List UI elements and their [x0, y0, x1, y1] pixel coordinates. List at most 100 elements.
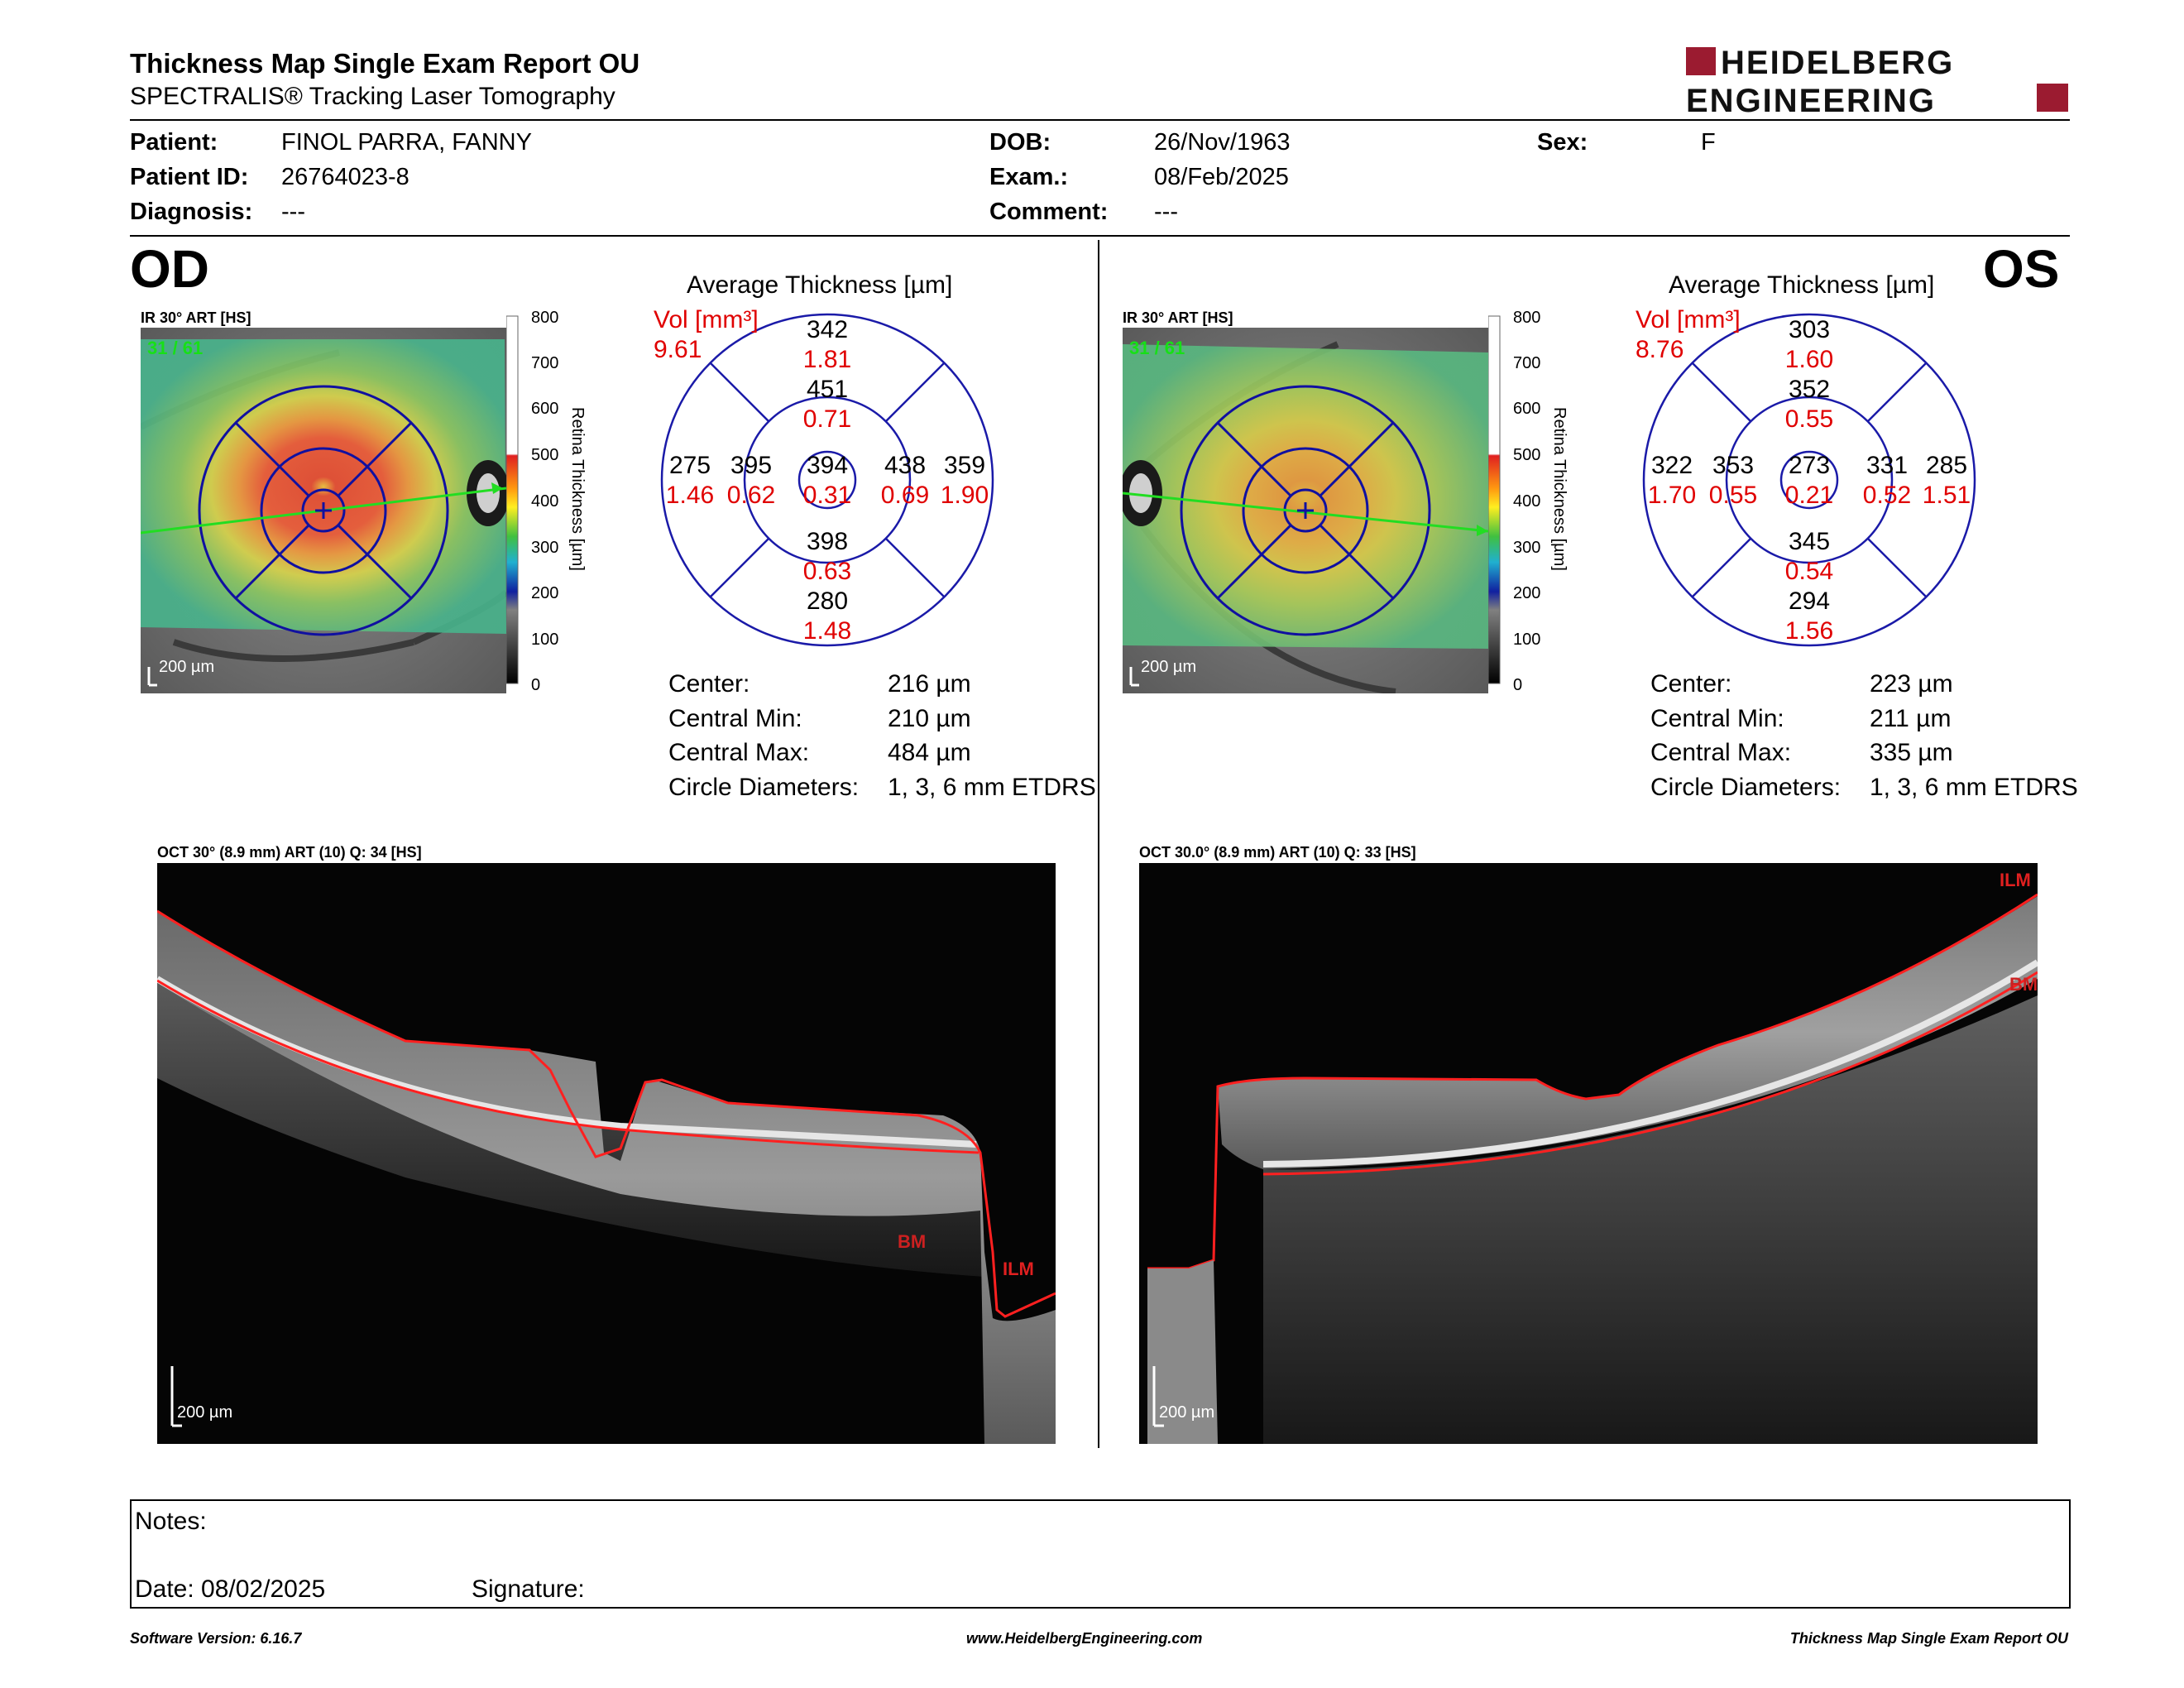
od-cbar-tick-800: 800 — [531, 309, 558, 327]
os-cbar-tick-100: 100 — [1513, 631, 1540, 649]
od-ilm-label: ILM — [1003, 1259, 1034, 1279]
os-eye-label: OS — [1983, 239, 2060, 299]
patient-name: FINOL PARRA, FANNY — [281, 129, 532, 156]
od-max-value: 484 µm — [888, 739, 971, 766]
header-rule — [130, 119, 2070, 121]
os-outer-right-vol: 1.51 — [1923, 482, 1971, 509]
os-diam-label: Circle Diameters: — [1650, 774, 1842, 801]
os-cbar-tick-0: 0 — [1513, 676, 1522, 694]
od-inner-left-thickness: 395 — [730, 452, 772, 479]
signature-label: Signature: — [472, 1575, 585, 1603]
notes-box — [130, 1499, 2071, 1609]
os-vol-label: Vol [mm³] — [1636, 306, 1741, 333]
os-etdrs-grid: 303 1.60 352 0.55 273 0.21 353 0.55 322 … — [1642, 313, 1976, 647]
od-max-label: Central Max: — [668, 739, 810, 766]
od-thickness-colorbar: 800 700 600 500 400 300 200 100 0 Retina… — [506, 309, 587, 694]
od-outer-right-vol: 1.90 — [941, 482, 989, 509]
sex-label: Sex: — [1537, 129, 1588, 156]
od-inner-right-vol: 0.69 — [881, 482, 929, 509]
od-outer-inf-vol: 1.48 — [803, 617, 851, 645]
info-rule — [130, 235, 2070, 237]
os-min-label: Central Min: — [1650, 705, 1784, 732]
os-outer-inf-vol: 1.56 — [1785, 617, 1833, 645]
od-cbar-tick-200: 200 — [531, 584, 558, 602]
od-inner-inf-thickness: 398 — [807, 528, 848, 555]
os-center-thickness: 273 — [1789, 452, 1830, 479]
os-ir-scale: 200 µm — [1141, 658, 1196, 676]
od-cbar-tick-100: 100 — [531, 631, 558, 649]
od-bm-label: BM — [898, 1231, 926, 1252]
os-cbar-tick-800: 800 — [1513, 309, 1540, 327]
footer-software-version: Software Version: 6.16.7 — [130, 1630, 302, 1647]
center-divider — [1098, 240, 1099, 1448]
od-outer-left-vol: 1.46 — [666, 482, 714, 509]
exam-label: Exam.: — [989, 164, 1069, 190]
os-cbar-tick-400: 400 — [1513, 492, 1540, 511]
diagnosis-value: --- — [281, 199, 305, 225]
os-diam-value: 1, 3, 6 mm ETDRS — [1870, 774, 2078, 801]
od-outer-sup-thickness: 342 — [807, 316, 848, 343]
od-ir-count: 31 / 61 — [147, 338, 203, 358]
logo-text-2: ENGINEERING — [1686, 83, 1936, 116]
od-ir-scale: 200 µm — [159, 658, 214, 676]
od-cbar-tick-300: 300 — [531, 539, 558, 557]
os-inner-left-vol: 0.55 — [1709, 482, 1757, 509]
od-inner-inf-vol: 0.63 — [803, 558, 851, 585]
od-cbar-tick-700: 700 — [531, 354, 558, 372]
od-oct-bscan: BM ILM 200 µm — [157, 863, 1056, 1444]
os-oct-bscan: ILM BM 200 µm — [1139, 863, 2038, 1444]
sex-value: F — [1701, 129, 1716, 156]
od-eye-label: OD — [130, 239, 209, 299]
date-label: Date: 08/02/2025 — [135, 1575, 326, 1603]
os-inner-right-vol: 0.52 — [1863, 482, 1911, 509]
od-etdrs-grid: 342 1.81 451 0.71 394 0.31 395 0.62 275 … — [660, 313, 994, 647]
os-inner-sup-vol: 0.55 — [1785, 405, 1833, 433]
od-inner-right-thickness: 438 — [884, 452, 926, 479]
os-cbar-tick-200: 200 — [1513, 584, 1540, 602]
od-center-thickness: 394 — [807, 452, 848, 479]
od-outer-right-thickness: 359 — [944, 452, 985, 479]
os-bm-label: BM — [2009, 974, 2038, 995]
os-fundus-map: 31 / 61 200 µm — [1123, 328, 1488, 693]
os-outer-sup-thickness: 303 — [1789, 316, 1830, 343]
patient-label: Patient: — [130, 129, 218, 156]
od-vol-value: 9.61 — [654, 336, 702, 363]
os-inner-left-thickness: 353 — [1712, 452, 1754, 479]
os-center-label: Center: — [1650, 670, 1732, 698]
od-fundus-map: 31 / 61 200 µm — [141, 328, 506, 693]
os-outer-sup-vol: 1.60 — [1785, 346, 1833, 373]
os-inner-inf-thickness: 345 — [1789, 528, 1830, 555]
os-outer-inf-thickness: 294 — [1789, 587, 1830, 615]
footer-report-name: Thickness Map Single Exam Report OU — [1789, 1630, 2068, 1647]
od-diam-label: Circle Diameters: — [668, 774, 860, 801]
comment-value: --- — [1154, 199, 1178, 225]
od-center-value: 216 µm — [888, 670, 971, 698]
od-outer-sup-vol: 1.81 — [803, 346, 851, 373]
od-inner-sup-vol: 0.71 — [803, 405, 851, 433]
od-outer-left-thickness: 275 — [669, 452, 711, 479]
os-inner-sup-thickness: 352 — [1789, 376, 1830, 403]
od-center-label: Center: — [668, 670, 750, 698]
os-inner-right-thickness: 331 — [1866, 452, 1908, 479]
od-oct-scale: 200 µm — [177, 1403, 232, 1422]
od-min-value: 210 µm — [888, 705, 971, 732]
footer-website[interactable]: www.HeidelbergEngineering.com — [966, 1630, 1203, 1647]
os-ilm-label: ILM — [2000, 870, 2031, 890]
od-cbar-tick-500: 500 — [531, 446, 558, 464]
os-ir-count: 31 / 61 — [1129, 338, 1185, 358]
os-oct-label: OCT 30.0° (8.9 mm) ART (10) Q: 33 [HS] — [1139, 844, 1416, 861]
os-thickness-colorbar: 800 700 600 500 400 300 200 100 0 Retina… — [1488, 309, 1569, 694]
os-outer-left-thickness: 322 — [1651, 452, 1693, 479]
od-oct-label: OCT 30° (8.9 mm) ART (10) Q: 34 [HS] — [157, 844, 422, 861]
comment-label: Comment: — [989, 199, 1109, 225]
report-subtitle: SPECTRALIS® Tracking Laser Tomography — [130, 83, 615, 110]
od-inner-sup-thickness: 451 — [807, 376, 848, 403]
os-center-vol: 0.21 — [1785, 482, 1833, 509]
os-max-value: 335 µm — [1870, 739, 1953, 766]
os-min-value: 211 µm — [1870, 705, 1952, 732]
dob-label: DOB: — [989, 129, 1051, 156]
notes-label: Notes: — [135, 1508, 207, 1535]
od-cbar-tick-0: 0 — [531, 676, 540, 694]
os-cbar-tick-700: 700 — [1513, 354, 1540, 372]
od-cbar-tick-600: 600 — [531, 400, 558, 418]
